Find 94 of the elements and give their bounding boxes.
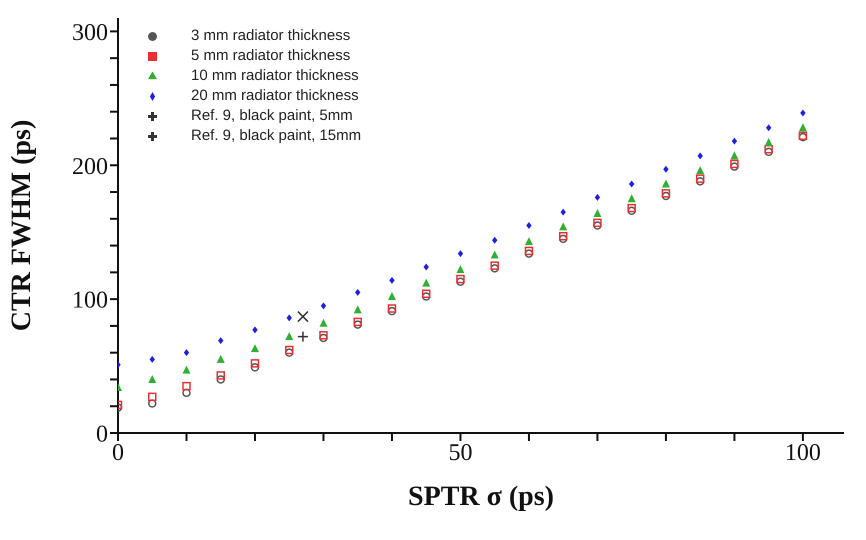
- point: [422, 278, 430, 287]
- point: [182, 388, 191, 398]
- y-tick-label: 200: [72, 154, 108, 180]
- x-tick-label: 100: [784, 440, 821, 466]
- point: [389, 276, 395, 284]
- x-tick-label: 0: [112, 440, 124, 466]
- point: [593, 218, 602, 228]
- point: [284, 346, 294, 354]
- point: [424, 264, 429, 270]
- point: [297, 310, 309, 322]
- point: [559, 222, 568, 230]
- point: [524, 237, 533, 246]
- y-axis-title: CTR FWHM (ps): [6, 120, 37, 332]
- legend-label: 3 mm radiator thickness: [191, 27, 350, 44]
- point: [252, 326, 258, 334]
- point: [284, 348, 294, 357]
- point: [148, 392, 156, 402]
- point: [593, 221, 602, 230]
- point: [388, 292, 396, 300]
- point: [216, 354, 225, 363]
- point: [490, 250, 499, 258]
- point: [627, 206, 636, 216]
- point: [250, 359, 260, 368]
- x-axis-title: SPTR σ (ps): [408, 481, 554, 512]
- legend-label: Ref. 9, black paint, 15mm: [191, 127, 362, 144]
- point: [764, 144, 773, 154]
- point: [218, 337, 224, 344]
- point: [492, 236, 498, 244]
- point: [662, 192, 670, 200]
- point: [250, 363, 260, 372]
- point: [285, 332, 294, 340]
- point: [696, 166, 704, 174]
- point: [422, 292, 430, 301]
- point: [558, 234, 568, 244]
- point: [524, 246, 534, 256]
- y-tick-label: 300: [72, 20, 108, 46]
- legend-label: 10 mm radiator thickness: [191, 67, 359, 84]
- point: [422, 290, 430, 298]
- point: [663, 166, 669, 173]
- point: [319, 331, 328, 340]
- point: [800, 110, 806, 117]
- point: [490, 264, 499, 273]
- point: [353, 320, 362, 329]
- point: [730, 160, 739, 168]
- point: [558, 232, 568, 240]
- point: [560, 208, 566, 216]
- point: [286, 314, 292, 322]
- point: [594, 194, 600, 201]
- point: [319, 318, 328, 327]
- point: [696, 177, 704, 186]
- point: [627, 204, 636, 212]
- point: [696, 174, 704, 183]
- point: [148, 374, 156, 383]
- point: [319, 334, 328, 342]
- point: [456, 277, 465, 286]
- point: [184, 349, 190, 356]
- point: [798, 123, 807, 132]
- point: [297, 330, 309, 342]
- point: [150, 356, 155, 363]
- point: [764, 138, 773, 146]
- point: [524, 249, 534, 258]
- y-tick-label: 100: [72, 288, 108, 314]
- point: [182, 382, 191, 390]
- point: [355, 288, 360, 296]
- point: [320, 302, 326, 310]
- point: [730, 162, 739, 171]
- point: [662, 189, 670, 198]
- point: [628, 180, 634, 188]
- point: [662, 180, 670, 188]
- point: [456, 265, 464, 274]
- legend-label: 5 mm radiator thickness: [191, 47, 350, 64]
- point: [388, 304, 396, 313]
- point: [526, 222, 532, 229]
- point: [182, 366, 190, 374]
- point: [490, 261, 499, 270]
- point: [456, 274, 465, 284]
- y-tick-label: 0: [96, 422, 108, 448]
- point: [730, 151, 738, 160]
- point: [697, 152, 703, 160]
- point: [250, 344, 259, 352]
- point: [628, 194, 636, 202]
- point: [732, 138, 738, 145]
- point: [766, 124, 772, 132]
- point: [458, 250, 464, 258]
- legend-label: 20 mm radiator thickness: [191, 87, 359, 104]
- point: [216, 375, 225, 384]
- legend-label: Ref. 9, black paint, 5mm: [191, 107, 353, 124]
- point: [216, 371, 225, 380]
- point: [148, 399, 156, 408]
- x-tick-label: 50: [448, 440, 472, 466]
- point: [354, 305, 362, 314]
- point: [764, 148, 773, 156]
- point: [593, 208, 602, 217]
- point: [353, 318, 362, 326]
